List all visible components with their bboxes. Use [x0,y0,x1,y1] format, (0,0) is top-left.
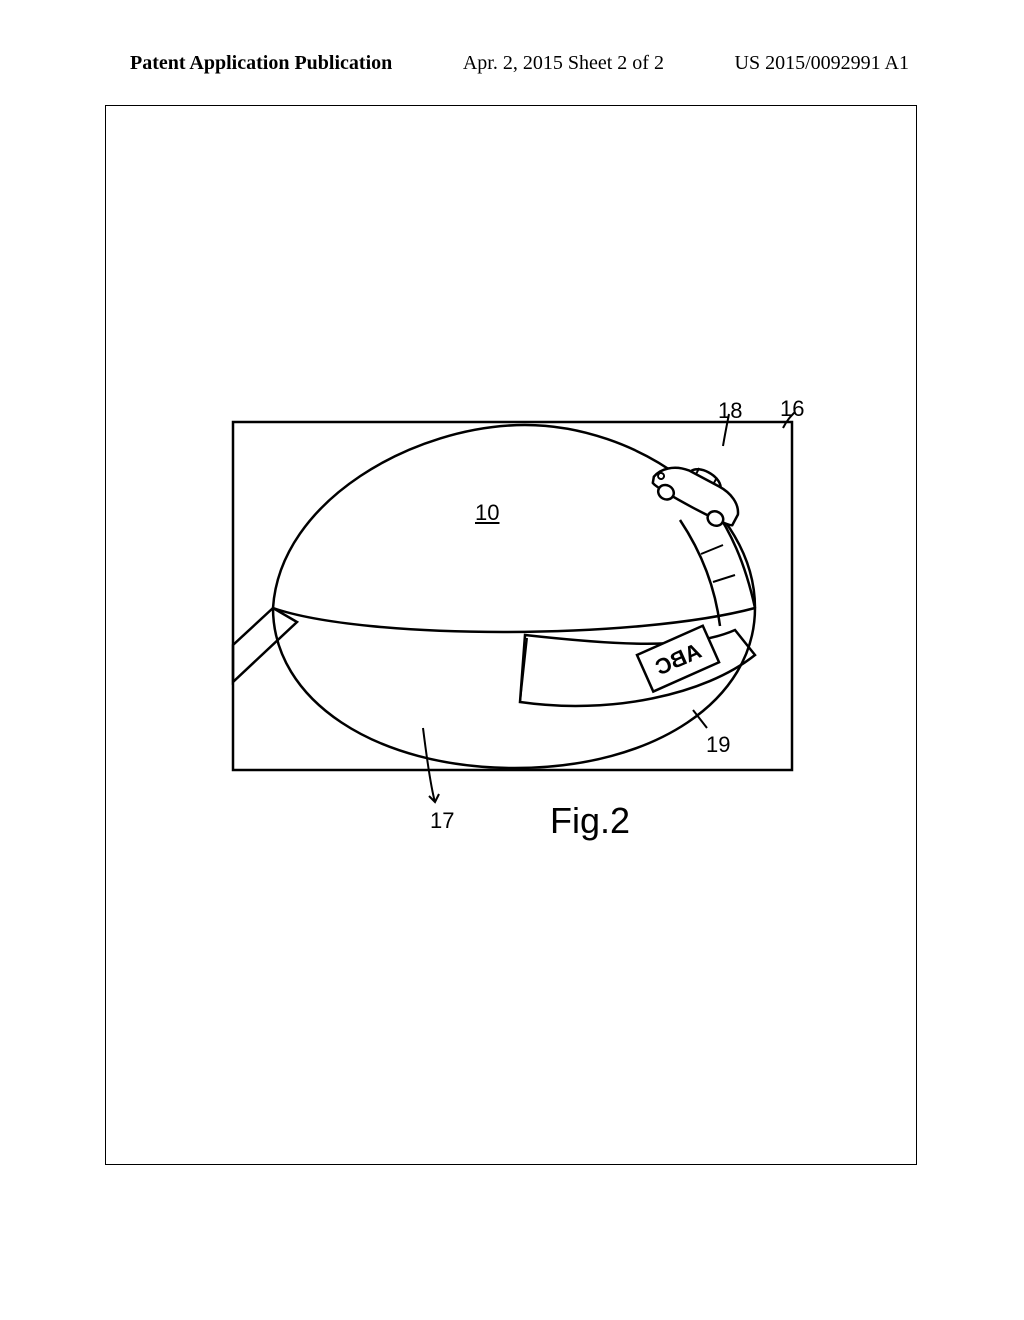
page-header: Patent Application Publication Apr. 2, 2… [0,52,1024,75]
ref-18: 18 [718,398,742,424]
left-ground-edge [233,608,297,682]
ref-19: 19 [706,732,730,758]
publication-date-sheet: Apr. 2, 2015 Sheet 2 of 2 [463,52,664,75]
publication-number: US 2015/0092991 A1 [735,52,909,75]
figure-label: Fig.2 [550,800,630,842]
vehicle [647,451,749,533]
outer-frame [233,422,792,770]
ref-16: 16 [780,396,804,422]
road-seg-1 [713,575,735,582]
page: Patent Application Publication Apr. 2, 2… [0,0,1024,1320]
horizon-line [273,608,755,632]
leader-17 [423,728,435,802]
publication-type: Patent Application Publication [130,52,392,75]
road-edge-inner [680,520,720,626]
road-seg-2 [701,545,723,554]
ref-10: 10 [475,500,499,526]
ref-17: 17 [430,808,454,834]
